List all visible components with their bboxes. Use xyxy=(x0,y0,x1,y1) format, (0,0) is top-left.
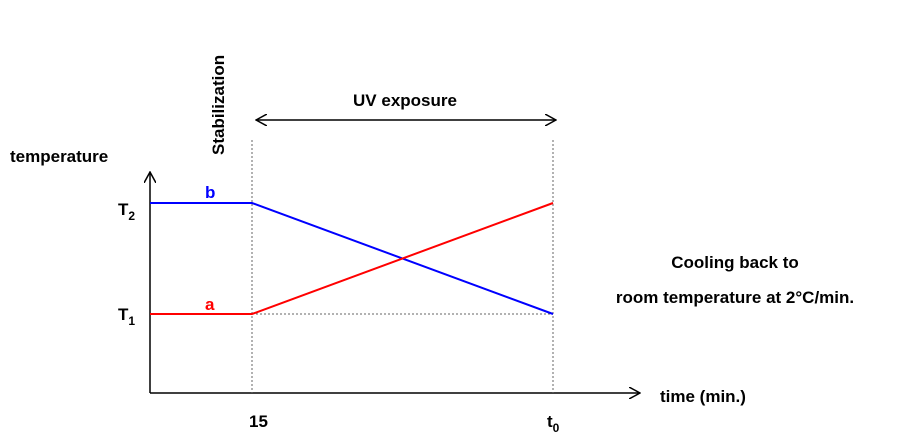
curve-label: a xyxy=(205,295,215,314)
note-line: Cooling back to xyxy=(671,253,799,272)
tick-main: T xyxy=(118,200,129,219)
x-tick-label: 15 xyxy=(249,412,268,431)
curve-label: b xyxy=(205,183,215,202)
tick-main: t xyxy=(547,412,553,431)
tick-sub: 0 xyxy=(553,421,560,435)
axis-label: temperature xyxy=(10,147,108,166)
tick-sub: 1 xyxy=(128,314,135,328)
curve xyxy=(150,202,554,315)
y-tick-label: T1 xyxy=(118,305,135,328)
axis-label: time (min.) xyxy=(660,387,746,406)
curve xyxy=(150,202,554,315)
y-tick-label: T2 xyxy=(118,200,135,223)
phase-label: Stabilization xyxy=(209,55,228,155)
tick-main: T xyxy=(118,305,129,324)
tick-sub: 2 xyxy=(128,209,135,223)
phase-label: UV exposure xyxy=(353,91,457,110)
x-tick-label: t0 xyxy=(547,412,560,435)
note-line: room temperature at 2°C/min. xyxy=(616,288,854,307)
